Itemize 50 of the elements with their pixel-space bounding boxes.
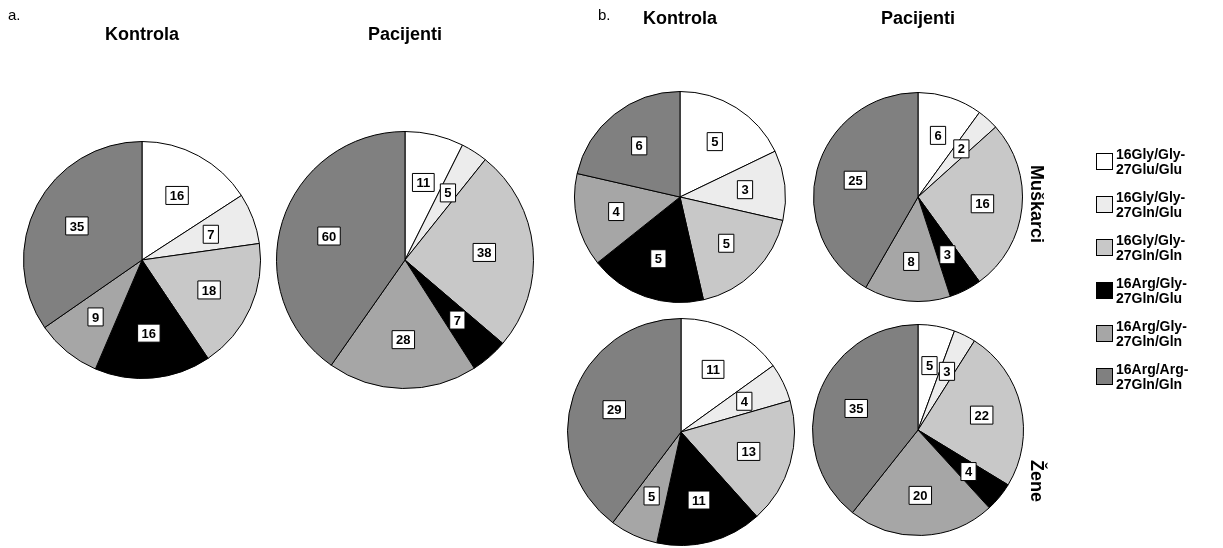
data-label: 3	[741, 182, 749, 198]
data-label: 3	[943, 363, 951, 379]
legend-label: 16Arg/Gly-27Gln/Glu	[1116, 274, 1188, 306]
data-label: 7	[207, 226, 215, 242]
data-label: 28	[396, 332, 411, 348]
data-label: 20	[913, 487, 928, 503]
data-label: 11	[416, 175, 431, 191]
data-label: 38	[477, 245, 492, 261]
data-label: 11	[706, 361, 720, 377]
legend-label: 16Gly/Gly-27Glu/Glu	[1116, 145, 1187, 177]
data-label: 6	[934, 127, 942, 143]
data-label: 5	[711, 134, 719, 150]
data-label: 5	[654, 251, 663, 267]
data-label: 60	[321, 228, 337, 244]
chart-title: Kontrola	[643, 8, 717, 28]
text: b.	[598, 6, 611, 23]
data-label: 29	[607, 402, 622, 418]
data-label: 5	[722, 235, 730, 251]
data-label: 16	[141, 325, 157, 341]
data-label: 35	[69, 218, 85, 234]
data-label: 4	[740, 393, 749, 409]
text: a.	[8, 6, 21, 23]
data-label: 16	[169, 188, 185, 204]
data-label: 9	[91, 309, 100, 325]
chart-title: Pacijenti	[367, 24, 443, 45]
text: Muškarci	[1026, 165, 1047, 244]
data-label: 4	[612, 204, 621, 220]
data-label: 6	[635, 138, 643, 154]
data-label: 7	[453, 312, 461, 328]
legend-label: 16Gly/Gly-27Gln/Glu	[1116, 188, 1187, 220]
legend-label: 16Gly/Gly-27Gln/Gln	[1116, 231, 1187, 263]
data-label: 25	[848, 172, 863, 188]
data-label: 3	[943, 247, 952, 263]
data-label: 5	[925, 358, 934, 374]
data-label: 11	[692, 492, 706, 508]
data-label: 2	[957, 141, 965, 157]
chart-title: Kontrola	[104, 24, 180, 45]
data-label: 16	[975, 196, 990, 212]
data-label: 18	[201, 282, 217, 298]
legend-label: 16Arg/Arg-27Gln/Gln	[1116, 360, 1190, 392]
data-label: 5	[648, 488, 656, 504]
data-label: 4	[964, 464, 973, 480]
text: Žene	[1026, 460, 1047, 503]
chart-title: Pacijenti	[880, 8, 956, 29]
data-label: 22	[974, 407, 989, 423]
data-label: 13	[741, 444, 756, 460]
data-label: 8	[907, 254, 915, 270]
data-label: 35	[849, 401, 864, 417]
data-label: 5	[444, 185, 452, 201]
legend-label: 16Arg/Gly-27Gln/Gln	[1116, 317, 1188, 349]
